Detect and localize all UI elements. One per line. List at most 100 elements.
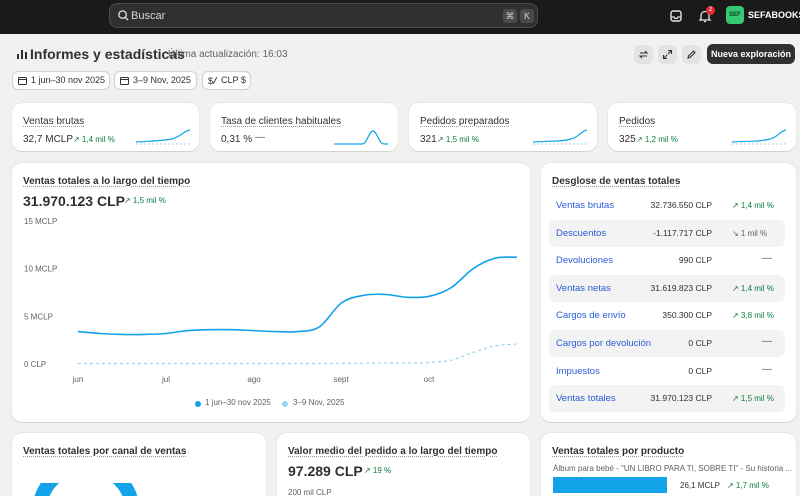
breakdown-value: 0 CLP <box>688 365 712 376</box>
calendar-icon <box>18 77 27 85</box>
refresh-button[interactable] <box>634 45 653 64</box>
shortcut-key-command: ⌘ <box>503 9 517 23</box>
kpi-delta: ↗ 1,2 mil % <box>636 135 678 144</box>
breakdown-row[interactable]: Cargos por devolución 0 CLP — <box>549 330 785 357</box>
sales-by-product-card: Ventas totales por producto Álbum para b… <box>541 433 796 496</box>
shortcut-key-k: K <box>520 9 534 23</box>
search-placeholder: Buscar <box>131 10 166 22</box>
breakdown-label[interactable]: Cargos de envío <box>556 310 626 322</box>
kpi-delta: ↗ 1,4 mil % <box>73 135 115 144</box>
search-input[interactable]: Buscar ⌘ K <box>109 3 538 28</box>
aov-delta: ↗ 19 % <box>364 466 392 475</box>
breakdown-value: 350.300 CLP <box>662 310 712 321</box>
fullscreen-button[interactable] <box>658 45 677 64</box>
kpi-sparkline <box>732 129 786 145</box>
breakdown-delta: — <box>762 336 772 347</box>
product-sales-value: 26,1 MCLP <box>680 481 721 490</box>
sales-by-channel-card: Ventas totales por canal de ventas <box>12 433 266 496</box>
edit-button[interactable] <box>682 45 701 64</box>
kpi-sparkline <box>334 130 388 145</box>
product-sales-bar <box>553 477 667 493</box>
breakdown-row[interactable]: Ventas totales 31.970.123 CLP ↗ 1,5 mil % <box>549 385 785 413</box>
card-title: Ventas totales por producto <box>552 446 685 457</box>
breakdown-label[interactable]: Impuestos <box>556 365 600 377</box>
date-range-label: 1 jun–30 nov 2025 <box>31 75 106 85</box>
breakdown-row[interactable]: Ventas netas 31.619.823 CLP ↗ 1,4 mil % <box>549 274 785 302</box>
kpi-value: 0,31 % <box>221 134 253 145</box>
new-exploration-button[interactable]: Nueva exploración <box>707 44 795 64</box>
comparison-label: 3–9 Nov, 2025 <box>133 75 191 85</box>
breakdown-delta: — <box>762 253 772 265</box>
breakdown-row[interactable]: Ventas brutas 32.736.550 CLP ↗ 1,4 mil % <box>549 192 785 219</box>
aov-card: Valor medio del pedido a lo largo del ti… <box>277 433 530 496</box>
legend-current-period[interactable]: 1 jun–30 nov 2025 <box>205 398 271 407</box>
kpi-card-fulfilled-orders[interactable]: Pedidos preparados 321 ↗ 1,5 mil % <box>409 103 597 151</box>
breakdown-row[interactable]: Devoluciones 990 CLP — <box>549 247 785 274</box>
legend-swatch-comparison <box>282 401 288 407</box>
breakdown-label[interactable]: Ventas netas <box>556 282 611 294</box>
sales-total-delta: ↗ 1,5 mil % <box>124 196 166 205</box>
kpi-delta: — <box>255 132 265 143</box>
channel-donut-chart <box>34 483 138 496</box>
date-range-filter[interactable]: 1 jun–30 nov 2025 <box>12 71 110 90</box>
breakdown-label[interactable]: Cargos por devolución <box>556 338 652 349</box>
compare-calendar-icon <box>120 77 129 85</box>
breakdown-value: 32.736.550 CLP <box>650 200 712 210</box>
kpi-delta: ↗ 1,5 mil % <box>437 135 479 144</box>
page-title: Informes y estadísticas <box>30 46 185 62</box>
kpi-title: Pedidos preparados <box>420 116 510 127</box>
breakdown-row[interactable]: Descuentos -1.117.717 CLP ↘ 1 mil % <box>549 219 785 247</box>
pencil-icon <box>687 50 696 59</box>
breakdown-row[interactable]: Cargos de envío 350.300 CLP ↗ 3,8 mil % <box>549 302 785 329</box>
breakdown-value: 990 CLP <box>678 255 712 266</box>
breakdown-delta: ↗ 1,4 mil % <box>732 283 774 293</box>
kpi-card-orders[interactable]: Pedidos 325 ↗ 1,2 mil % <box>608 103 796 151</box>
breakdown-value: -1.117.717 CLP <box>653 227 712 238</box>
breakdown-row[interactable]: Impuestos 0 CLP — <box>549 358 785 385</box>
breakdown-value: 0 CLP <box>688 338 712 348</box>
top-bar: Buscar ⌘ K 2 SEF SEFABOOKS <box>0 0 800 34</box>
card-title: Ventas totales por canal de ventas <box>23 446 187 457</box>
card-title: Ventas totales a lo largo del tiempo <box>23 176 191 187</box>
currency-icon: $ <box>208 76 217 85</box>
kpi-value: 325 <box>619 134 636 145</box>
sales-total-value: 31.970.123 CLP <box>23 193 125 209</box>
breakdown-label[interactable]: Descuentos <box>556 227 607 239</box>
breakdown-label[interactable]: Ventas totales <box>556 393 616 405</box>
breakdown-label[interactable]: Ventas brutas <box>556 200 615 211</box>
inbox-icon[interactable] <box>668 8 684 24</box>
kpi-sparkline <box>533 129 587 145</box>
aov-value: 97.289 CLP <box>288 463 363 479</box>
product-name[interactable]: Álbum para bebé - "UN LIBRO PARA TI, SOB… <box>553 464 793 473</box>
legend-swatch-current <box>195 401 201 407</box>
breakdown-delta: — <box>762 363 772 375</box>
kpi-title: Tasa de clientes habituales <box>221 116 342 127</box>
last-updated-text: Última actualización: 16:03 <box>168 49 288 60</box>
expand-icon <box>662 49 673 60</box>
legend-comparison-period[interactable]: 3–9 Nov, 2025 <box>293 398 345 407</box>
currency-filter[interactable]: $ CLP $ <box>202 71 251 90</box>
breakdown-delta: ↘ 1 mil % <box>732 228 768 238</box>
breakdown-value: 31.619.823 CLP <box>650 282 712 293</box>
breakdown-value: 31.970.123 CLP <box>650 393 712 404</box>
aov-axis-label: 200 mil CLP <box>288 488 332 496</box>
kpi-title: Ventas brutas <box>23 116 85 127</box>
breakdown-label[interactable]: Devoluciones <box>556 255 614 267</box>
svg-text:$: $ <box>208 76 213 85</box>
kpi-card-returning-customers[interactable]: Tasa de clientes habituales 0,31 % — <box>210 103 398 151</box>
store-avatar[interactable]: SEF <box>726 6 744 24</box>
kpi-value: 321 <box>420 134 437 145</box>
breakdown-delta: ↗ 3,8 mil % <box>732 311 774 321</box>
kpi-title: Pedidos <box>619 116 656 127</box>
kpi-value: 32,7 MCLP <box>23 134 74 145</box>
kpi-card-gross-sales[interactable]: Ventas brutas 32,7 MCLP ↗ 1,4 mil % <box>12 103 199 151</box>
comparison-filter[interactable]: 3–9 Nov, 2025 <box>114 71 197 90</box>
sales-breakdown-card: Desglose de ventas totales Ventas brutas… <box>541 163 796 422</box>
currency-label: CLP $ <box>221 75 246 85</box>
card-title: Valor medio del pedido a lo largo del ti… <box>288 446 498 457</box>
card-title: Desglose de ventas totales <box>552 176 681 187</box>
store-name[interactable]: SEFABOOKS <box>748 10 800 20</box>
breakdown-delta: ↗ 1,4 mil % <box>732 201 774 210</box>
kpi-sparkline <box>136 129 190 145</box>
refresh-icon <box>638 50 649 59</box>
